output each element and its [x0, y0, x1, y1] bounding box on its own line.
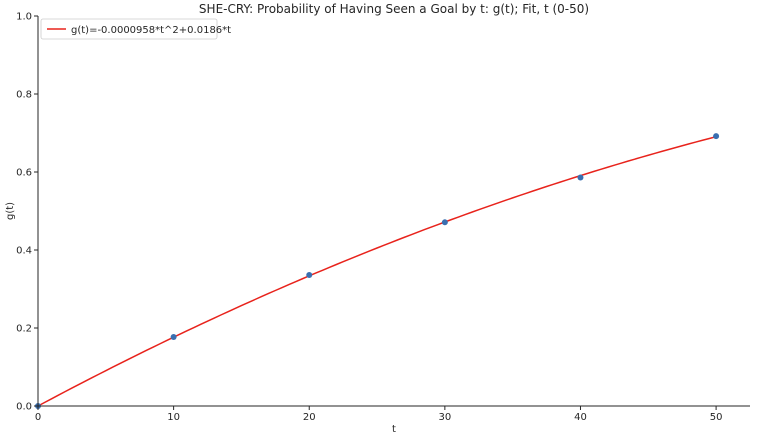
x-tick-label: 20	[303, 412, 316, 423]
fit-curve	[37, 135, 717, 407]
data-point	[170, 333, 177, 340]
y-axis-label: g(t)	[5, 202, 16, 220]
x-tick-label: 30	[438, 412, 451, 423]
x-ticks: 0 10 20 30 40 50	[35, 406, 723, 423]
data-point	[441, 219, 448, 226]
x-tick-label: 10	[167, 412, 180, 423]
y-tick-label: 0.6	[16, 168, 32, 179]
y-tick-label: 0.2	[16, 324, 32, 335]
y-tick-label: 1.0	[16, 12, 32, 23]
x-tick-label: 0	[35, 412, 41, 423]
legend: g(t)=-0.0000958*t^2+0.0186*t	[40, 18, 231, 40]
y-ticks: 0.0 0.2 0.4 0.6 0.8 1.0	[16, 12, 38, 413]
data-point	[713, 133, 720, 140]
plot-area	[35, 133, 720, 409]
x-axis-label: t	[392, 424, 396, 435]
data-point	[306, 271, 313, 278]
legend-box	[40, 18, 218, 40]
data-point	[577, 174, 584, 181]
y-tick-label: 0.8	[16, 90, 32, 101]
y-tick-label: 0.0	[16, 402, 32, 413]
chart-title: SHE-CRY: Probability of Having Seen a Go…	[199, 2, 589, 16]
legend-label: g(t)=-0.0000958*t^2+0.0186*t	[71, 25, 231, 36]
x-tick-label: 40	[574, 412, 587, 423]
x-tick-label: 50	[710, 412, 723, 423]
y-tick-label: 0.4	[16, 246, 32, 257]
